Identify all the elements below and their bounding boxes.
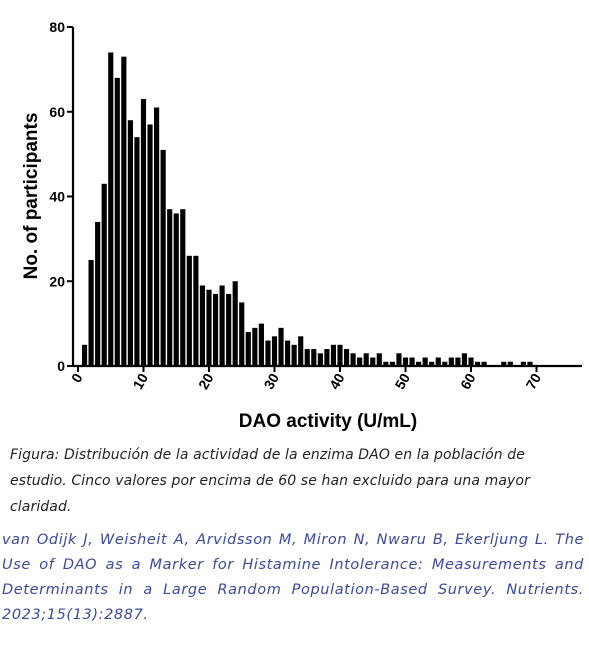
histogram-bar	[448, 357, 454, 366]
histogram-bar	[455, 357, 461, 366]
histogram-bar	[180, 209, 186, 366]
histogram-bar	[252, 327, 258, 366]
histogram-bar	[429, 361, 435, 366]
histogram-bar	[81, 344, 88, 366]
histogram-chart: 0 20 40 60 80 0 10 20 30 40 50 60 70 No. of partici…	[21, 19, 582, 432]
histogram-bar	[409, 357, 415, 366]
y-tick-label: 80	[49, 19, 65, 35]
histogram-bar	[121, 56, 127, 366]
histogram-bar	[507, 361, 513, 366]
histogram-bar	[134, 137, 140, 366]
histogram-bar	[337, 344, 343, 366]
histogram-bar	[396, 353, 402, 366]
histogram-bar	[258, 323, 264, 367]
histogram-bar	[520, 361, 526, 366]
histogram-bar	[167, 209, 173, 366]
histogram-bar	[108, 52, 114, 367]
histogram-bar	[527, 361, 533, 366]
x-tick-label: 60	[457, 370, 479, 392]
histogram-bar	[239, 302, 245, 366]
histogram-bar	[363, 353, 369, 366]
histogram-bar	[278, 327, 284, 366]
histogram-bar	[402, 357, 409, 366]
histogram-bar	[127, 120, 133, 366]
histogram-bar	[186, 255, 192, 366]
histogram-bar	[501, 361, 507, 366]
x-tick-label: 70	[522, 370, 544, 392]
histogram-bar	[468, 357, 474, 366]
histogram-bar	[304, 349, 310, 366]
histogram-bar	[160, 149, 166, 366]
histogram-bar	[140, 99, 147, 366]
histogram-bar	[101, 183, 107, 366]
x-axis-title: DAO activity (U/mL)	[239, 411, 417, 432]
histogram-bar	[370, 357, 376, 366]
histogram-bar	[461, 353, 468, 366]
histogram-bar	[343, 349, 350, 366]
histogram-bar	[193, 255, 199, 366]
y-tick-label: 40	[49, 189, 65, 205]
histogram-bar	[232, 281, 238, 366]
histogram-bar	[173, 213, 179, 366]
histogram-bar	[474, 361, 481, 366]
histogram-bar	[199, 285, 206, 366]
x-tick-label: 30	[260, 370, 282, 392]
histogram-bar	[271, 336, 278, 366]
histogram-bar	[226, 293, 232, 366]
histogram-bar	[147, 124, 153, 367]
histogram-bar	[206, 289, 212, 366]
histogram-bar	[389, 361, 395, 366]
y-tick-label: 20	[49, 273, 65, 289]
histogram-bar	[212, 293, 219, 366]
histogram-bar	[219, 285, 225, 366]
histogram-bar	[114, 77, 120, 366]
histogram-bar	[285, 340, 291, 366]
caption-line-1: Figura: Distribución de la actividad de …	[10, 447, 525, 463]
histogram-bar	[357, 357, 363, 366]
histogram-bar	[154, 107, 160, 366]
histogram-bar	[422, 357, 428, 366]
x-tick-label: 40	[326, 370, 348, 392]
caption-line-3: claridad.	[10, 499, 72, 515]
histogram-bar	[291, 344, 297, 366]
histogram-bar	[324, 349, 330, 366]
histogram-bar	[435, 357, 441, 366]
caption-line-2: estudio. Cinco valores por encima de 60 …	[10, 473, 530, 489]
x-tick-label: 10	[129, 370, 151, 392]
y-axis-ticks: 0 20 40 60 80	[49, 19, 73, 374]
x-tick-label: 50	[391, 370, 413, 392]
histogram-bar	[95, 221, 101, 366]
x-tick-label: 20	[195, 370, 217, 392]
x-axis-ticks: 0 10 20 30 40 50 60 70	[68, 366, 544, 392]
histogram-bar	[330, 344, 337, 366]
y-axis-title: No. of participants	[21, 113, 42, 280]
figure-caption: Figura: Distribución de la actividad de …	[10, 442, 580, 520]
histogram-bar	[311, 349, 317, 366]
y-tick-label: 60	[49, 104, 65, 120]
histogram-bar	[442, 361, 448, 366]
histogram-bar	[376, 353, 382, 366]
citation-reference: van Odijk J, Weisheit A, Arvidsson M, Mi…	[2, 532, 584, 623]
y-tick-label: 0	[57, 358, 65, 374]
histogram-bar	[298, 336, 304, 366]
histogram-bar	[265, 340, 271, 366]
histogram-bar	[317, 353, 323, 366]
histogram-bars	[81, 52, 533, 367]
histogram-bar	[416, 361, 422, 366]
histogram-bar	[245, 332, 251, 366]
x-tick-label: 0	[68, 370, 86, 385]
histogram-bar	[350, 353, 356, 366]
histogram-bar	[88, 260, 94, 366]
histogram-bar	[481, 361, 487, 366]
histogram-bar	[383, 361, 389, 366]
